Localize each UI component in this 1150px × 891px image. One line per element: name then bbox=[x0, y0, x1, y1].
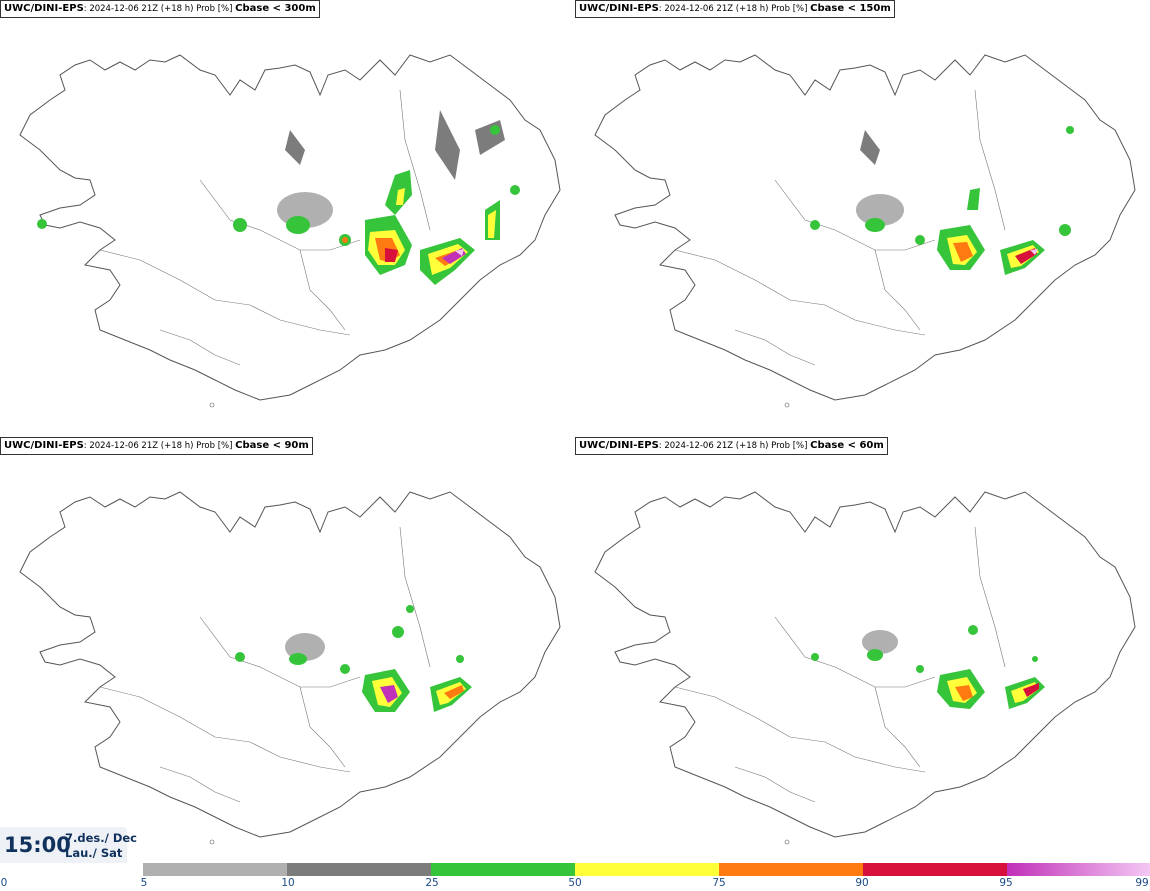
valid-time: 15:00 bbox=[4, 833, 71, 857]
map-panel-cbase-60: UWC/DINI-EPS: 2024-12-06 21Z (+18 h) Pro… bbox=[575, 437, 1150, 874]
legend-tick: 50 bbox=[568, 877, 582, 889]
legend-tick: 10 bbox=[281, 877, 295, 889]
legend-segment-50-75 bbox=[575, 863, 719, 876]
legend-segment-25-50 bbox=[431, 863, 575, 876]
iceland-map bbox=[594, 54, 1136, 408]
legend-segment-75-90 bbox=[719, 863, 863, 876]
iceland-map bbox=[19, 54, 561, 408]
legend-segment-10-25 bbox=[287, 863, 431, 876]
legend-tick: 90 bbox=[855, 877, 869, 889]
legend-segment-90-95 bbox=[863, 863, 1007, 876]
valid-date-line1: 7.des./ Dec bbox=[65, 831, 137, 845]
map-panel-cbase-300: UWC/DINI-EPS: 2024-12-06 21Z (+18 h) Pro… bbox=[0, 0, 575, 437]
legend-tick: 0 bbox=[0, 877, 8, 889]
legend-tick: 5 bbox=[140, 877, 148, 889]
panel-title: UWC/DINI-EPS: 2024-12-06 21Z (+18 h) Pro… bbox=[0, 0, 320, 18]
panel-title: UWC/DINI-EPS: 2024-12-06 21Z (+18 h) Pro… bbox=[575, 0, 895, 18]
iceland-map bbox=[19, 491, 561, 845]
panel-title: UWC/DINI-EPS: 2024-12-06 21Z (+18 h) Pro… bbox=[575, 437, 888, 455]
legend-segment-5-10 bbox=[143, 863, 287, 876]
legend-tick: 25 bbox=[425, 877, 439, 889]
valid-date-line2: Lau./ Sat bbox=[65, 846, 123, 860]
probability-legend-bar bbox=[143, 863, 1150, 876]
panel-title: UWC/DINI-EPS: 2024-12-06 21Z (+18 h) Pro… bbox=[0, 437, 313, 455]
legend-tick: 75 bbox=[712, 877, 726, 889]
legend-tick: 99 bbox=[1135, 877, 1149, 889]
iceland-map bbox=[594, 491, 1136, 845]
map-panel-cbase-150: UWC/DINI-EPS: 2024-12-06 21Z (+18 h) Pro… bbox=[575, 0, 1150, 437]
legend-segment-95-99 bbox=[1007, 863, 1150, 876]
legend-tick: 95 bbox=[999, 877, 1013, 889]
map-panel-cbase-90: UWC/DINI-EPS: 2024-12-06 21Z (+18 h) Pro… bbox=[0, 437, 575, 874]
valid-time-box: 15:00 7.des./ Dec Lau./ Sat bbox=[0, 827, 137, 863]
